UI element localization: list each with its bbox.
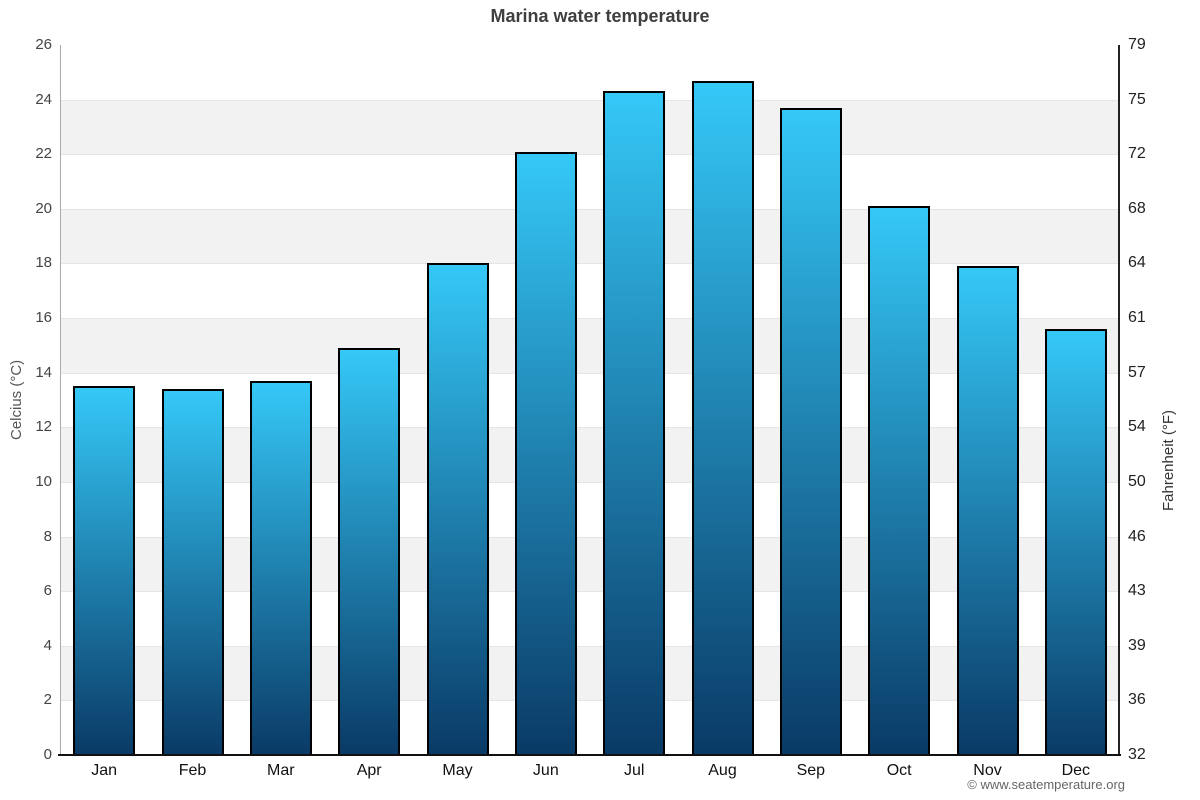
x-tick-oct: Oct: [886, 762, 912, 779]
y-tick-left-10: 10: [35, 472, 52, 490]
copyright-credit: © www.seatemperature.org: [967, 777, 1125, 792]
gridline: [60, 99, 1120, 101]
bar-jul: [603, 91, 666, 755]
bar-dec: [1044, 329, 1107, 755]
gridline: [60, 700, 1120, 702]
background-band: [60, 99, 1120, 155]
y-tick-left-8: 8: [43, 527, 52, 545]
y-tick-right-79: 79: [1128, 36, 1146, 53]
bar-mar: [249, 380, 312, 755]
y-axis-line-right: [1118, 45, 1120, 755]
y-tick-left-6: 6: [43, 582, 52, 600]
y-tick-left-12: 12: [35, 418, 52, 436]
x-tick-jan: Jan: [91, 762, 118, 779]
background-band: [60, 45, 1120, 100]
bar-feb: [161, 389, 224, 755]
x-tick-aug: Aug: [708, 762, 737, 779]
y-tick-right-64: 64: [1128, 254, 1146, 272]
gridline: [60, 481, 1120, 483]
background-band: [60, 700, 1120, 755]
y-tick-right-72: 72: [1128, 145, 1146, 163]
x-tick-jul: Jul: [623, 762, 645, 779]
bar-aug: [691, 80, 754, 755]
x-tick-dec: Dec: [1061, 762, 1091, 779]
y-tick-left-18: 18: [35, 254, 52, 272]
background-band: [60, 372, 1120, 428]
x-tick-apr: Apr: [356, 762, 382, 779]
y-axis-title-celsius: Celcius (°C): [8, 359, 25, 441]
background-band: [60, 481, 1120, 537]
gridline: [60, 591, 1120, 593]
y-tick-right-61: 61: [1128, 309, 1146, 327]
bar-jun: [514, 151, 577, 755]
background-band: [60, 208, 1120, 264]
bar-sep: [779, 107, 842, 755]
background-band: [60, 263, 1120, 319]
background-band: [60, 645, 1120, 701]
x-tick-nov: Nov: [973, 762, 1002, 779]
gridline: [60, 536, 1120, 538]
bar-nov: [956, 266, 1019, 755]
background-band: [60, 427, 1120, 482]
gridline: [60, 263, 1120, 265]
y-tick-right-43: 43: [1128, 582, 1146, 600]
background-band: [60, 591, 1120, 646]
gridline: [60, 645, 1120, 647]
y-tick-right-39: 39: [1128, 636, 1146, 654]
x-tick-jun: Jun: [532, 762, 559, 779]
gridline: [60, 318, 1120, 320]
y-tick-left-14: 14: [35, 363, 52, 381]
bar-may: [426, 263, 489, 755]
y-tick-left-24: 24: [35, 90, 52, 108]
x-tick-mar: Mar: [267, 762, 295, 779]
x-tick-sep: Sep: [796, 762, 826, 779]
y-tick-left-22: 22: [35, 145, 52, 163]
y-tick-left-16: 16: [35, 309, 52, 327]
bar-apr: [338, 348, 401, 755]
gridline: [60, 372, 1120, 374]
y-tick-left-2: 2: [43, 691, 52, 709]
background-band: [60, 536, 1120, 592]
x-axis-line: [58, 754, 1121, 756]
x-tick-feb: Feb: [178, 762, 207, 779]
bar-jan: [73, 386, 136, 755]
background-band: [60, 154, 1120, 209]
y-tick-right-32: 32: [1128, 746, 1146, 763]
bar-oct: [868, 206, 931, 755]
x-tick-may: May: [442, 762, 473, 779]
y-tick-left-4: 4: [43, 636, 52, 654]
y-tick-left-0: 0: [43, 746, 52, 763]
y-tick-right-50: 50: [1128, 472, 1146, 490]
y-tick-right-57: 57: [1128, 363, 1146, 381]
y-tick-right-46: 46: [1128, 527, 1146, 545]
y-tick-right-75: 75: [1128, 90, 1146, 108]
gridline: [60, 427, 1120, 429]
plot-area: [60, 45, 1120, 755]
y-tick-right-68: 68: [1128, 199, 1146, 217]
y-tick-right-36: 36: [1128, 691, 1146, 709]
y-tick-right-54: 54: [1128, 418, 1146, 436]
gridline: [60, 208, 1120, 210]
y-tick-left-20: 20: [35, 199, 52, 217]
gridline: [60, 154, 1120, 156]
chart-title: Marina water temperature: [490, 6, 710, 26]
background-band: [60, 318, 1120, 373]
y-tick-left-26: 26: [35, 36, 52, 53]
y-axis-line-left: [60, 45, 61, 755]
